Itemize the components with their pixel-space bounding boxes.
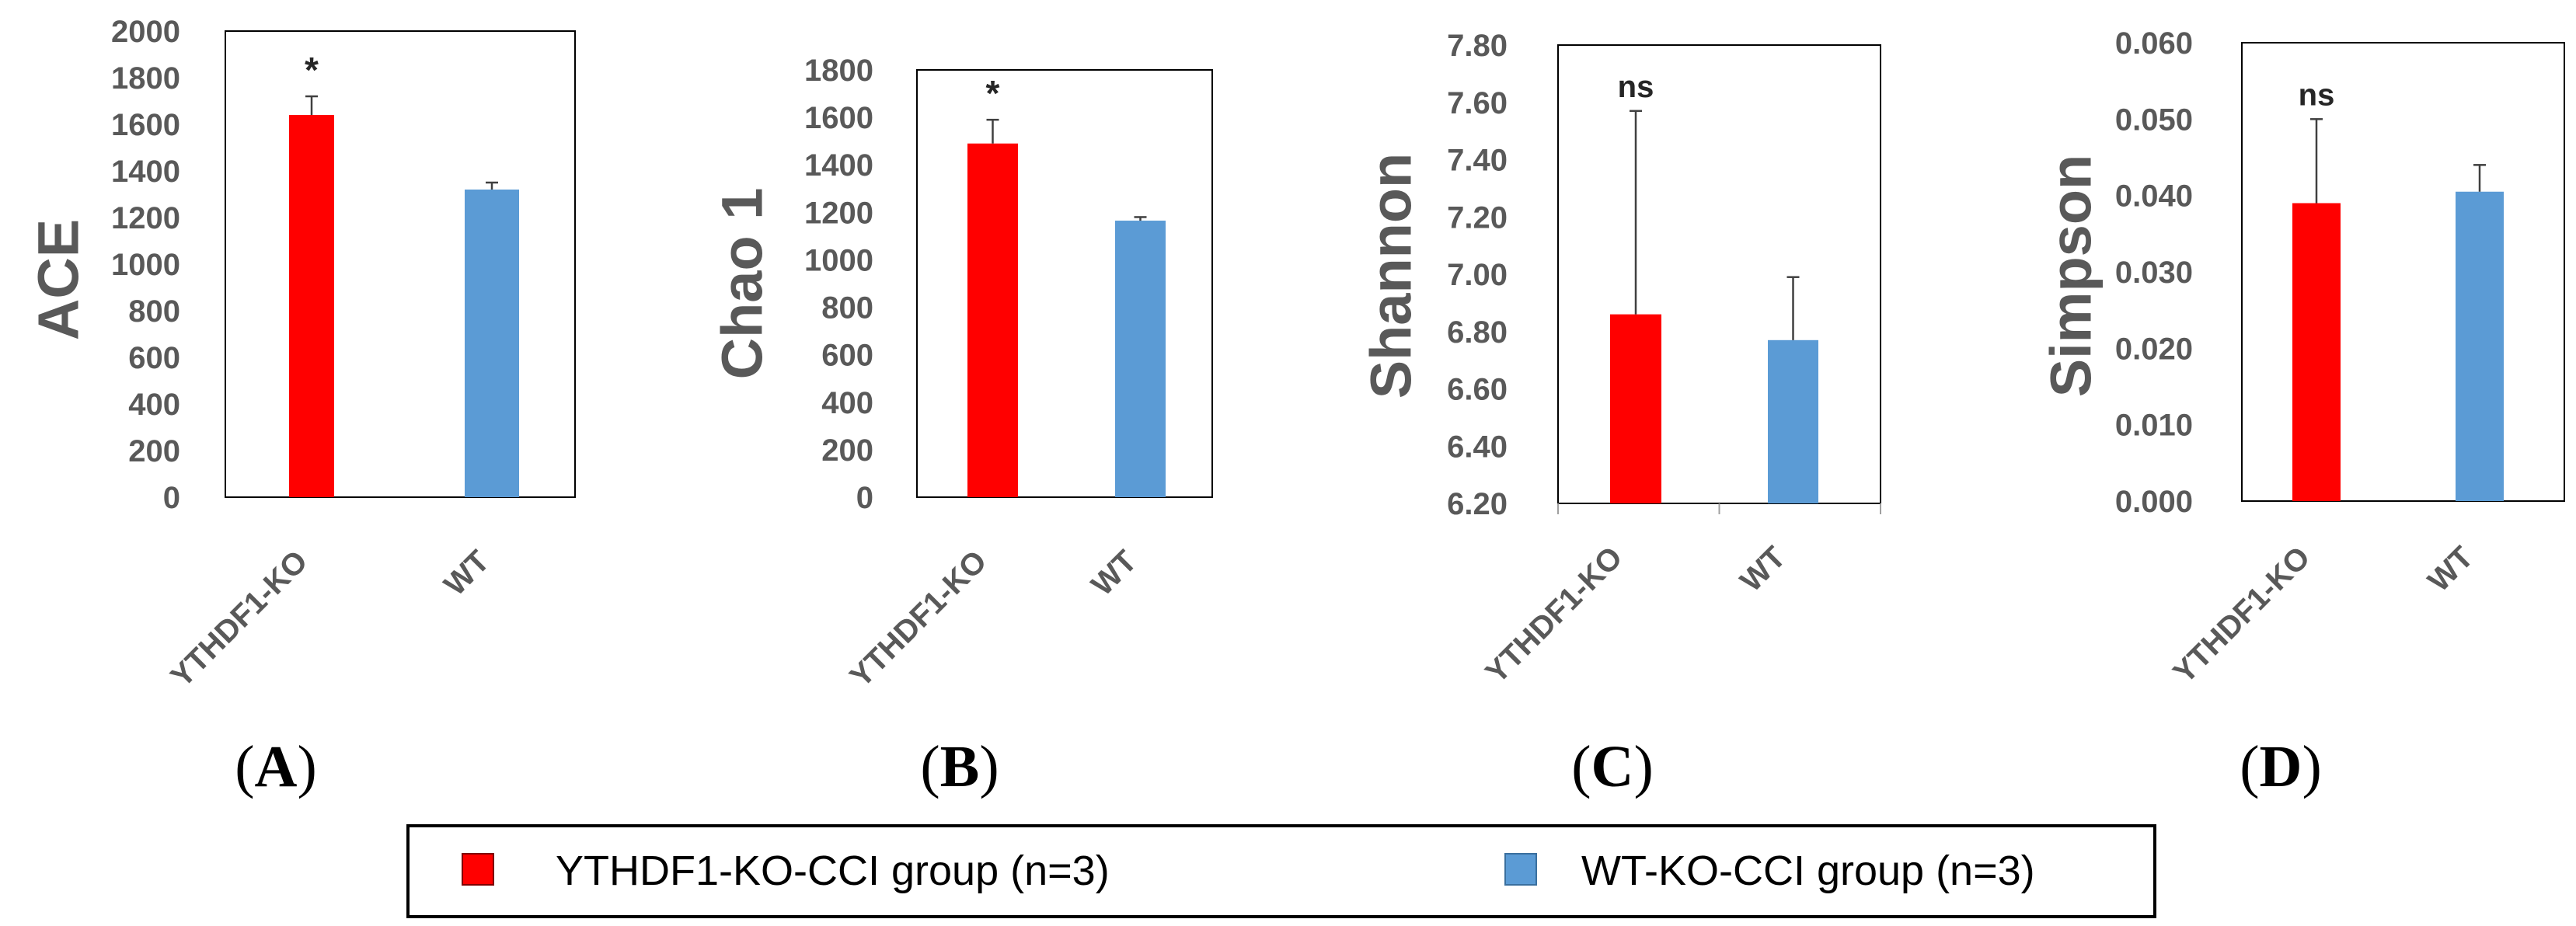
y-tick-label: 7.60 (1447, 86, 1508, 120)
bar-wt (1115, 221, 1166, 497)
bar-ythdf1-ko (1610, 314, 1661, 503)
y-tick-label: 7.20 (1447, 200, 1508, 235)
y-tick-label: 0.040 (2115, 179, 2193, 214)
y-tick-label: 1400 (804, 148, 873, 183)
panel-label-b: (B) (920, 734, 999, 799)
y-tick-label: 400 (821, 386, 873, 420)
legend-label-ko: YTHDF1-KO-CCI group (n=3) (556, 848, 1110, 894)
x-category-label: YTHDF1-KO (1479, 540, 1629, 690)
bar-wt (465, 190, 519, 497)
x-category-label: YTHDF1-KO (164, 544, 314, 694)
chart-panel-d: 0.000 0.010 0.020 0.030 0.040 0.050 0.060 Simps… (2039, 26, 2565, 690)
significance-marker: ns (1618, 70, 1654, 104)
y-axis-title: Shannon (1359, 153, 1424, 399)
y-axis-title: ACE (26, 219, 91, 340)
y-tick-label: 1400 (111, 155, 180, 189)
bar-wt (1768, 339, 1818, 503)
panel-label-a: (A) (235, 734, 317, 799)
y-tick-label: 0.020 (2115, 332, 2193, 366)
y-tick-label: 0 (856, 481, 873, 515)
bar-ythdf1-ko (289, 115, 334, 497)
panel-label-d: (D) (2240, 734, 2322, 799)
plot-frame (916, 69, 1213, 498)
y-tick-label: 1200 (111, 201, 180, 235)
plot-frame (2241, 42, 2565, 502)
y-tick-label: 400 (128, 388, 180, 422)
y-tick-label: 1800 (804, 54, 873, 88)
y-tick-label: 600 (821, 339, 873, 373)
y-tick-label: 1600 (111, 108, 180, 142)
x-category-label: YTHDF1-KO (2166, 540, 2316, 690)
x-category-label: WT (437, 544, 496, 602)
legend-swatch-wt (1504, 853, 1537, 886)
significance-marker: ns (2299, 78, 2335, 112)
y-tick-label: 200 (821, 433, 873, 468)
y-tick-label: 6.80 (1447, 315, 1508, 350)
y-tick-label: 1600 (804, 101, 873, 135)
y-tick-label: 0 (163, 481, 180, 515)
y-tick-label: 2000 (111, 15, 180, 49)
chart-panel-b: 0 200 400 600 800 1000 1200 1400 1600 1800 Chao 1 *… (710, 54, 1213, 694)
plot-frame (225, 30, 576, 498)
y-tick-label: 6.40 (1447, 430, 1508, 464)
significance-marker: * (305, 50, 319, 90)
y-tick-label: 200 (128, 434, 180, 468)
legend-frame (406, 824, 2156, 918)
y-tick-label: 800 (128, 294, 180, 329)
x-category-label: WT (1734, 540, 1792, 598)
chart-panel-c: 6.20 6.40 6.60 6.80 7.00 7.20 7.40 7.60 7.80 Shan… (1359, 29, 1881, 690)
y-tick-label: 7.80 (1447, 29, 1508, 63)
y-axis-title: Chao 1 (710, 188, 775, 380)
y-tick-label: 6.20 (1447, 487, 1508, 521)
plot-frame (1557, 44, 1881, 504)
legend-swatch-ko (462, 853, 494, 886)
panel-label-c: (C) (1571, 734, 1654, 799)
y-tick-label: 600 (128, 341, 180, 375)
y-tick-label: 7.40 (1447, 144, 1508, 178)
legend-label-wt: WT-KO-CCI group (n=3) (1581, 848, 2035, 894)
bar-wt (2456, 191, 2504, 501)
y-tick-label: 0.030 (2115, 256, 2193, 290)
significance-marker: * (986, 73, 1000, 113)
y-tick-label: 1200 (804, 196, 873, 230)
x-category-label: WT (2421, 540, 2480, 598)
x-category-label: WT (1085, 544, 1143, 602)
y-tick-label: 0.010 (2115, 409, 2193, 443)
charts-area: 0200400600800100012001400160018002000ACE… (26, 15, 2565, 694)
y-tick-label: 1000 (111, 248, 180, 282)
y-tick-label: 800 (821, 291, 873, 325)
y-tick-label: 7.00 (1447, 258, 1508, 292)
legend: YTHDF1-KO-CCI group (n=3) WT-KO-CCI grou… (406, 824, 2156, 918)
y-axis-title: Simpson (2039, 155, 2104, 397)
y-tick-label: 1800 (111, 61, 180, 96)
y-tick-label: 0.050 (2115, 103, 2193, 137)
y-tick-label: 1000 (804, 243, 873, 277)
y-tick-label: 6.60 (1447, 373, 1508, 407)
x-category-label: YTHDF1-KO (843, 544, 993, 694)
y-tick-label: 0.000 (2115, 485, 2193, 519)
bar-ythdf1-ko (967, 143, 1018, 497)
y-tick-label: 0.060 (2115, 26, 2193, 61)
bar-ythdf1-ko (2292, 203, 2341, 501)
chart-panel-a: 0 200 400 600 800 1000 1200 1400 1600 1800 2000 ACE… (26, 15, 576, 694)
